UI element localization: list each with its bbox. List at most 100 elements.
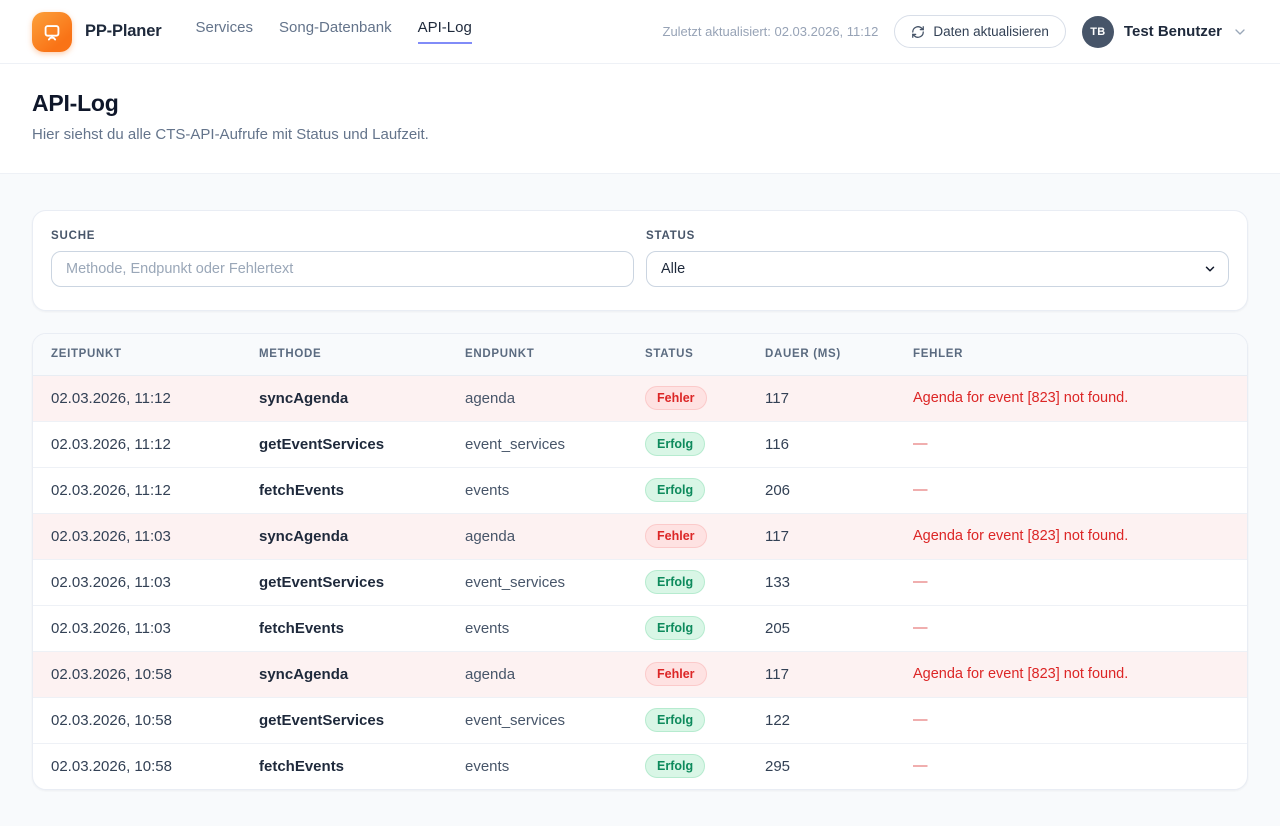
cell-methode: fetchEvents xyxy=(241,467,447,513)
nav-item-api-log[interactable]: API-Log xyxy=(418,19,472,44)
cell-methode: getEventServices xyxy=(241,559,447,605)
col-methode: METHODE xyxy=(241,334,447,375)
status-badge: Erfolg xyxy=(645,616,705,640)
cell-dauer: 206 xyxy=(747,467,895,513)
cell-endpunkt: events xyxy=(447,605,627,651)
status-badge: Fehler xyxy=(645,524,707,548)
status-badge: Fehler xyxy=(645,386,707,410)
page-subtitle: Hier siehst du alle CTS-API-Aufrufe mit … xyxy=(32,126,1248,143)
presentation-icon xyxy=(41,21,63,43)
topbar: PP-Planer Services Song-Datenbank API-Lo… xyxy=(0,0,1280,64)
avatar: TB xyxy=(1082,16,1114,48)
cell-endpunkt: agenda xyxy=(447,375,627,421)
cell-zeitpunkt: 02.03.2026, 11:03 xyxy=(33,605,241,651)
search-field-group: SUCHE xyxy=(51,230,634,287)
cell-status: Erfolg xyxy=(627,559,747,605)
cell-fehler: — xyxy=(895,421,1247,467)
cell-dauer: 117 xyxy=(747,375,895,421)
cell-endpunkt: agenda xyxy=(447,651,627,697)
page-title: API-Log xyxy=(32,90,1248,117)
table-row: 02.03.2026, 11:03getEventServicesevent_s… xyxy=(33,559,1247,605)
table-row: 02.03.2026, 11:12getEventServicesevent_s… xyxy=(33,421,1247,467)
status-badge: Erfolg xyxy=(645,708,705,732)
topbar-right: Zuletzt aktualisiert: 02.03.2026, 11:12 … xyxy=(663,15,1249,48)
refresh-data-button[interactable]: Daten aktualisieren xyxy=(894,15,1066,48)
cell-zeitpunkt: 02.03.2026, 10:58 xyxy=(33,697,241,743)
cell-fehler: — xyxy=(895,605,1247,651)
status-badge: Erfolg xyxy=(645,570,705,594)
table-row: 02.03.2026, 11:12fetchEventseventsErfolg… xyxy=(33,467,1247,513)
cell-status: Erfolg xyxy=(627,697,747,743)
cell-zeitpunkt: 02.03.2026, 11:12 xyxy=(33,421,241,467)
table-header: ZEITPUNKT METHODE ENDPUNKT STATUS DAUER … xyxy=(33,334,1247,375)
cell-endpunkt: events xyxy=(447,743,627,789)
cell-status: Erfolg xyxy=(627,605,747,651)
cell-methode: syncAgenda xyxy=(241,651,447,697)
cell-dauer: 117 xyxy=(747,513,895,559)
brand: PP-Planer xyxy=(32,12,161,52)
status-badge: Erfolg xyxy=(645,754,705,778)
cell-fehler: — xyxy=(895,559,1247,605)
refresh-icon xyxy=(911,25,925,39)
nav-item-services[interactable]: Services xyxy=(195,19,253,44)
cell-dauer: 133 xyxy=(747,559,895,605)
table-row: 02.03.2026, 11:03syncAgendaagenda Fehler 1… xyxy=(33,513,1247,559)
table-row: 02.03.2026, 10:58getEventServicesevent_s… xyxy=(33,697,1247,743)
cell-status: Erfolg xyxy=(627,421,747,467)
page-header: API-Log Hier siehst du alle CTS-API-Aufr… xyxy=(0,64,1280,174)
cell-zeitpunkt: 02.03.2026, 11:12 xyxy=(33,467,241,513)
cell-methode: getEventServices xyxy=(241,421,447,467)
api-log-table-body: 02.03.2026, 11:12syncAgendaagendaFehler1… xyxy=(33,375,1247,789)
cell-fehler: — xyxy=(895,743,1247,789)
cell-endpunkt: agenda xyxy=(447,513,627,559)
cell-methode: fetchEvents xyxy=(241,605,447,651)
api-log-table-card: ZEITPUNKT METHODE ENDPUNKT STATUS DAUER … xyxy=(32,333,1248,790)
cell-fehler: — xyxy=(895,697,1247,743)
cell-endpunkt: event_services xyxy=(447,421,627,467)
last-updated-text: Zuletzt aktualisiert: 02.03.2026, 11:12 xyxy=(663,24,879,39)
col-endpunkt: ENDPUNKT xyxy=(447,334,627,375)
table-row: 02.03.2026, 10:58syncAgendaagendaFehler1… xyxy=(33,651,1247,697)
status-select[interactable]: Alle xyxy=(646,251,1229,287)
col-fehler: FEHLER xyxy=(895,334,1247,375)
cell-dauer: 205 xyxy=(747,605,895,651)
cell-fehler: — xyxy=(895,467,1247,513)
cell-dauer: 116 xyxy=(747,421,895,467)
col-status: STATUS xyxy=(627,334,747,375)
status-field-group: STATUS Alle xyxy=(646,230,1229,287)
cell-fehler: Agenda for event [823] not found. xyxy=(895,513,1247,559)
table-row: 02.03.2026, 11:03fetchEventsevents Erfolg… xyxy=(33,605,1247,651)
status-badge: Fehler xyxy=(645,662,707,686)
table-row: 02.03.2026, 10:58fetchEventseventsErfolg… xyxy=(33,743,1247,789)
cell-status: Fehler xyxy=(627,651,747,697)
cell-status: Erfolg xyxy=(627,743,747,789)
api-log-table: ZEITPUNKT METHODE ENDPUNKT STATUS DAUER … xyxy=(33,334,1247,789)
status-badge: Erfolg xyxy=(645,432,705,456)
search-label: SUCHE xyxy=(51,230,634,242)
brand-name: PP-Planer xyxy=(85,22,161,41)
cell-methode: fetchEvents xyxy=(241,743,447,789)
cell-methode: syncAgenda xyxy=(241,513,447,559)
cell-status: Fehler xyxy=(627,513,747,559)
cell-zeitpunkt: 02.03.2026, 11:12 xyxy=(33,375,241,421)
app-logo xyxy=(32,12,72,52)
cell-methode: getEventServices xyxy=(241,697,447,743)
chevron-down-icon xyxy=(1232,24,1248,40)
cell-dauer: 122 xyxy=(747,697,895,743)
col-zeitpunkt: ZEITPUNKT xyxy=(33,334,241,375)
cell-fehler: Agenda for event [823] not found. xyxy=(895,651,1247,697)
cell-zeitpunkt: 02.03.2026, 10:58 xyxy=(33,651,241,697)
refresh-button-label: Daten aktualisieren xyxy=(933,24,1049,39)
nav-item-song-datenbank[interactable]: Song-Datenbank xyxy=(279,19,392,44)
status-label: STATUS xyxy=(646,230,1229,242)
user-menu[interactable]: TB Test Benutzer xyxy=(1082,16,1248,48)
cell-endpunkt: event_services xyxy=(447,559,627,605)
main-nav: Services Song-Datenbank API-Log xyxy=(195,19,471,44)
cell-fehler: Agenda for event [823] not found. xyxy=(895,375,1247,421)
cell-zeitpunkt: 02.03.2026, 11:03 xyxy=(33,513,241,559)
cell-endpunkt: event_services xyxy=(447,697,627,743)
search-input[interactable] xyxy=(51,251,634,287)
main-content: SUCHE STATUS Alle xyxy=(0,174,1280,826)
filters-card: SUCHE STATUS Alle xyxy=(32,210,1248,311)
cell-zeitpunkt: 02.03.2026, 11:03 xyxy=(33,559,241,605)
